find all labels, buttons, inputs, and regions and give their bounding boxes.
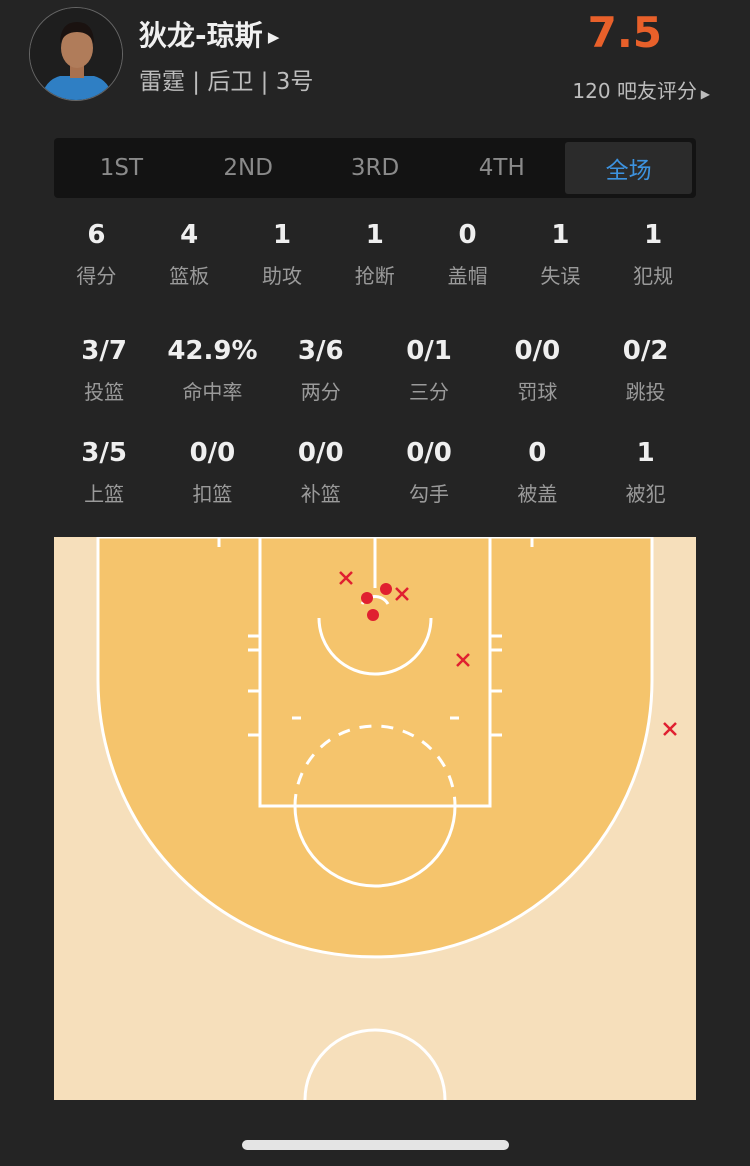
stat-label: 篮板 xyxy=(169,264,210,288)
missed-shot-marker xyxy=(339,571,353,585)
stat-item: 42.9% 命中率 xyxy=(158,336,266,405)
stat-item: 0/2 跳投 xyxy=(591,336,699,405)
stat-label: 跳投 xyxy=(625,380,666,404)
tab-2nd[interactable]: 2ND xyxy=(223,155,273,181)
tab-1st[interactable]: 1ST xyxy=(99,155,144,181)
made-shot-marker xyxy=(361,592,373,604)
three-point-area xyxy=(96,537,654,959)
stat-value: 3/6 xyxy=(297,336,344,366)
stat-item: 3/5 上篮 xyxy=(50,438,158,507)
stat-item: 0/0 扣篮 xyxy=(158,438,266,507)
stat-label: 扣篮 xyxy=(192,482,233,506)
stat-item: 3/7 投篮 xyxy=(50,336,158,405)
stat-value: 0/1 xyxy=(406,336,452,366)
stat-label: 助攻 xyxy=(261,264,302,288)
stat-label: 勾手 xyxy=(409,482,450,506)
stat-item: 0/0 勾手 xyxy=(375,438,483,507)
stat-item: 1 犯规 xyxy=(607,220,700,289)
stat-label: 补篮 xyxy=(300,482,341,506)
triangle-right-icon: ▶ xyxy=(262,28,280,46)
stat-item: 3/6 两分 xyxy=(267,336,375,405)
tab-4th[interactable]: 4TH xyxy=(478,155,525,181)
stat-value: 3/5 xyxy=(81,438,127,468)
stat-item: 1 抢断 xyxy=(328,220,421,289)
shot-chart xyxy=(54,537,696,1100)
stat-label: 被犯 xyxy=(625,482,666,506)
stat-item: 0/0 补篮 xyxy=(267,438,375,507)
main-stats: 6 得分 4 篮板 1 助攻 1 抢断 0 盖帽 1 失误 1 犯规 xyxy=(50,220,700,289)
stat-value: 6 xyxy=(87,220,106,250)
stat-value: 3/7 xyxy=(81,336,127,366)
stat-item: 0/1 三分 xyxy=(375,336,483,405)
stat-item: 6 得分 xyxy=(50,220,143,289)
stat-value: 0/2 xyxy=(622,336,669,366)
made-shot-marker xyxy=(367,609,379,621)
stat-item: 0 盖帽 xyxy=(421,220,514,289)
stat-value: 1 xyxy=(636,438,655,468)
stat-value: 0/0 xyxy=(514,336,561,366)
stat-value: 4 xyxy=(180,220,199,250)
stat-label: 犯规 xyxy=(633,264,674,288)
stat-value: 1 xyxy=(272,220,292,250)
stat-value: 0/0 xyxy=(297,438,344,468)
player-rating: 7.5 xyxy=(587,8,662,57)
stat-label: 得分 xyxy=(76,264,117,288)
stat-label: 上篮 xyxy=(84,482,125,506)
stat-value: 1 xyxy=(551,220,570,250)
stat-label: 抢断 xyxy=(354,264,395,288)
period-tabs: 1ST 2ND 3RD 4TH 全场 xyxy=(54,138,696,198)
shot-markers xyxy=(339,571,677,736)
court-lines xyxy=(217,537,534,1100)
missed-shot-marker xyxy=(395,587,409,601)
missed-shot-marker xyxy=(663,722,677,736)
stat-item: 1 失误 xyxy=(514,220,607,289)
tab-3rd[interactable]: 3RD xyxy=(350,155,400,181)
shooting-stats: 3/7 投篮 42.9% 命中率 3/6 两分 0/1 三分 0/0 罚球 0/2 跳投 xyxy=(50,336,700,405)
stat-item: 0 被盖 xyxy=(483,438,591,507)
stat-label: 投篮 xyxy=(84,380,125,404)
stat-label: 罚球 xyxy=(517,380,558,404)
stat-label: 两分 xyxy=(300,380,341,404)
stat-value: 0 xyxy=(528,438,547,468)
missed-shot-marker xyxy=(456,653,470,667)
stat-item: 1 被犯 xyxy=(591,438,699,507)
stat-label: 盖帽 xyxy=(447,264,488,288)
stat-label: 失误 xyxy=(540,264,581,288)
player-name[interactable]: 狄龙-琼斯 ▶ xyxy=(139,19,280,52)
player-info: 雷霆 | 后卫 | 3号 xyxy=(139,69,314,95)
player-avatar[interactable] xyxy=(29,7,123,101)
stat-item: 0/0 罚球 xyxy=(483,336,591,405)
stat-value: 42.9% xyxy=(167,336,258,366)
stat-label: 命中率 xyxy=(182,380,243,404)
stat-value: 1 xyxy=(365,220,384,250)
stat-item: 1 助攻 xyxy=(236,220,329,289)
fan-rating-link[interactable]: 120 吧友评分 ▶ xyxy=(572,79,710,103)
made-shot-marker xyxy=(380,583,392,595)
stat-value: 0/0 xyxy=(189,438,236,468)
stat-label: 三分 xyxy=(409,380,450,404)
triangle-right-icon: ▶ xyxy=(696,87,710,101)
stat-label: 被盖 xyxy=(517,482,558,506)
stat-value: 1 xyxy=(644,220,663,250)
stat-value: 0 xyxy=(458,220,477,250)
stat-item: 4 篮板 xyxy=(143,220,236,289)
tab-full-game[interactable]: 全场 xyxy=(565,142,692,194)
home-indicator[interactable] xyxy=(242,1140,509,1150)
stat-value: 0/0 xyxy=(406,438,452,468)
shot-type-stats: 3/5 上篮 0/0 扣篮 0/0 补篮 0/0 勾手 0 被盖 1 被犯 xyxy=(50,438,700,507)
